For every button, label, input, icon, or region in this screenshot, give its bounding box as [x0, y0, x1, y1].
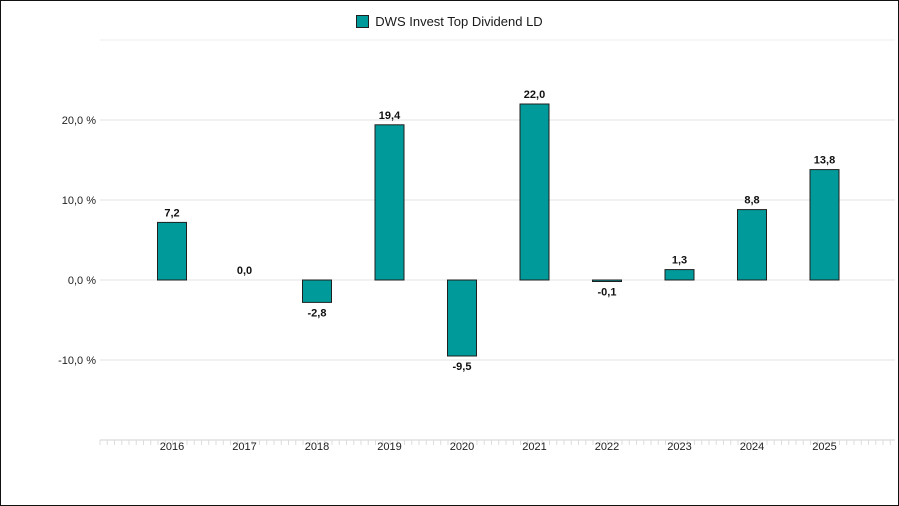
y-tick-label: -10,0 %	[58, 355, 96, 367]
y-tick-label: 10,0 %	[62, 195, 96, 207]
data-label: -0,1	[598, 287, 617, 299]
y-tick-label: 20,0 %	[62, 115, 96, 127]
bars	[157, 103, 840, 357]
data-label: 13,8	[814, 155, 835, 167]
x-tick-label: 2018	[305, 441, 329, 453]
bar	[157, 221, 187, 281]
legend[interactable]: DWS Invest Top Dividend LD	[0, 14, 899, 29]
data-label: 22,0	[524, 89, 545, 101]
x-tick-label: 2024	[740, 441, 764, 453]
data-label: 1,3	[672, 255, 687, 267]
y-tick-label: 0,0 %	[68, 275, 96, 287]
grid	[100, 39, 895, 361]
data-label: -9,5	[453, 361, 472, 373]
x-tick-label: 2023	[667, 441, 691, 453]
bar	[374, 124, 405, 281]
legend-swatch	[356, 15, 370, 28]
data-label: 0,0	[237, 265, 252, 277]
bar	[519, 103, 550, 281]
data-labels: 7,2 0,0 -2,8 19,4 -9,5 22,0 -0,1 1,3 8,8 13,8	[164, 89, 835, 373]
x-tick-label: 2022	[595, 441, 619, 453]
y-axis-ticks: -10,0 % 0,0 % 10,0 % 20,0 %	[58, 115, 96, 367]
x-tick-label: 2020	[450, 441, 474, 453]
data-label: 7,2	[164, 207, 179, 219]
data-label: -2,8	[308, 307, 327, 319]
bar	[664, 269, 695, 281]
legend-label: DWS Invest Top Dividend LD	[375, 14, 543, 29]
x-tick-label: 2017	[232, 441, 256, 453]
x-axis-ticks: 2016 2017 2018 2019 2020 2021 2022 2023 2024 2025	[160, 441, 837, 453]
x-tick-label: 2016	[160, 441, 184, 453]
data-label: 19,4	[379, 110, 401, 122]
bar	[302, 279, 332, 303]
bar	[737, 209, 767, 281]
x-tick-label: 2021	[522, 441, 546, 453]
x-axis	[99, 439, 895, 445]
x-tick-label: 2019	[377, 441, 401, 453]
x-tick-label: 2025	[812, 441, 836, 453]
bar	[447, 279, 477, 357]
bar	[592, 279, 622, 282]
bar	[809, 169, 840, 281]
data-label: 8,8	[744, 195, 759, 207]
